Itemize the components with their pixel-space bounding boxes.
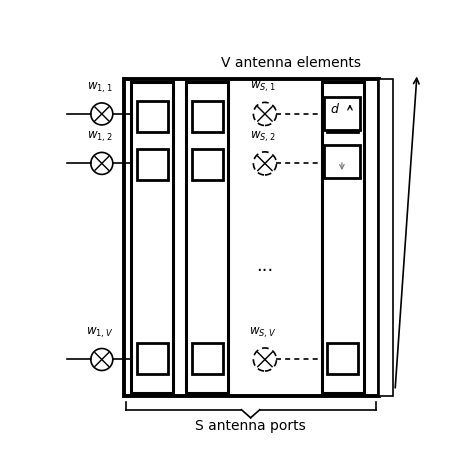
Text: S antenna ports: S antenna ports [195,419,306,433]
Bar [327,343,358,374]
Text: $w_{S,2}$: $w_{S,2}$ [250,129,276,144]
Text: $w_{S,1}$: $w_{S,1}$ [250,80,276,94]
Bar [379,79,393,396]
Bar [186,82,228,393]
Bar [322,82,364,393]
Text: $w_{1,V}$: $w_{1,V}$ [86,326,114,340]
Bar [327,101,358,132]
Text: $w_{1,1}$: $w_{1,1}$ [87,80,113,95]
Bar [131,82,173,393]
Bar [137,101,168,132]
Bar [137,149,168,180]
Text: V antenna elements: V antenna elements [220,56,361,70]
Text: $w_{S,V}$: $w_{S,V}$ [249,326,277,340]
Text: ...: ... [256,257,273,275]
Text: $d$: $d$ [329,102,339,116]
Bar [124,79,379,396]
Bar [137,343,168,374]
Bar [191,149,223,180]
Bar [324,98,360,130]
Bar [324,145,360,178]
Bar [191,343,223,374]
Text: $w_{1,2}$: $w_{1,2}$ [87,130,113,144]
Bar [191,101,223,132]
